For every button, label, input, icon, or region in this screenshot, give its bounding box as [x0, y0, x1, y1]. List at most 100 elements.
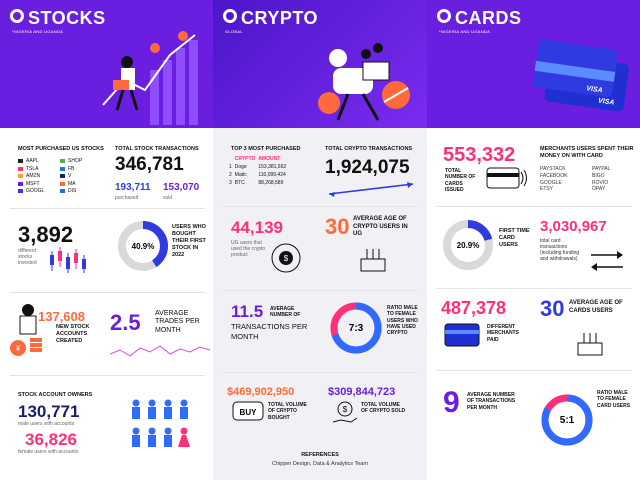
card-brand-front: VISA: [586, 85, 603, 94]
stocks-title-text: STOCKS: [28, 8, 106, 28]
cards-title: CARDS: [437, 8, 522, 29]
first-time-donut: 20.9%: [443, 220, 493, 270]
first-stock-donut-arc: [118, 221, 168, 271]
chipper-logo-icon: [437, 9, 451, 23]
top3-table: CRYPTO AMOUNT 1 Doge 153,381,662 2 Matic…: [229, 155, 289, 187]
first-time-donut-arc: [443, 220, 493, 270]
cards-issued-label: TOTAL NUMBER OF CARDS ISSUED: [445, 168, 476, 193]
ug-users-value: 44,139: [231, 218, 283, 237]
col-crypto-header: CRYPTO: [234, 156, 256, 162]
new-accounts-label: NEW STOCK ACCOUNTS CREATED: [56, 324, 90, 344]
total-crypto-heading: TOTAL CRYPTO TRANSACTIONS: [325, 146, 413, 152]
table-row: 1 Doge 153,381,662: [229, 164, 287, 170]
trades-sparkline: [110, 345, 210, 357]
cards-header: CARDS *NIGERIA AND UGANDA VISA VISA: [427, 0, 640, 128]
crypto-title: CRYPTO: [223, 8, 318, 29]
references-text: Chipper Design, Data & Analytics Team: [272, 461, 368, 467]
cards-avg-tx-value: 9: [443, 386, 460, 419]
ticker-row: SHOP: [60, 158, 82, 164]
money-hand-icon: $: [332, 401, 358, 423]
crypto-bought-value: $469,902,950: [227, 386, 295, 398]
card-brand-back: VISA: [598, 97, 615, 106]
divider: [223, 206, 418, 207]
ticker-row: AAPL: [18, 158, 44, 164]
crypto-bought-label: TOTAL VOLUME OF CRYPTO BOUGHT: [268, 402, 307, 421]
chipper-logo-icon: [10, 9, 24, 23]
amazon-icon: [18, 174, 23, 178]
first-time-pct: 20.9%: [457, 241, 480, 250]
crypto-header: CRYPTO GLOBAL: [213, 0, 427, 128]
merchants-paid-value: 487,378: [441, 298, 507, 318]
merchants-left-list: PAYSTACK FACEBOOK GOOGLE ETSY: [540, 166, 568, 193]
female-accounts-label: female users with accounts: [18, 449, 79, 455]
cards-ratio-value: 5:1: [560, 415, 575, 426]
top3-heading: TOP 3 MOST PURCHASED: [231, 146, 301, 152]
sold-value: 153,070: [163, 182, 200, 193]
divider: [10, 292, 205, 293]
crypto-subtitle: GLOBAL: [225, 29, 243, 34]
first-time-label: FIRST TIME CARD USERS: [499, 228, 530, 248]
list-item: ROVIO: [592, 179, 609, 186]
table-header-row: CRYPTO AMOUNT: [229, 155, 289, 163]
disney-icon: [60, 189, 65, 193]
birthday-cake-icon: [360, 249, 386, 272]
microsoft-icon: [18, 181, 23, 186]
female-accounts-value: 36,826: [25, 430, 77, 449]
crypto-title-text: CRYPTO: [241, 8, 319, 28]
crypto-avg-tx-label: TRANSACTIONS PER MONTH: [231, 322, 308, 341]
crypto-ratio-value: 7:3: [349, 323, 364, 334]
table-row: 3 BTC 88,268,589: [229, 180, 284, 186]
cards-ratio-donut-arc: [541, 394, 593, 446]
total-stock-tx-heading: TOTAL STOCK TRANSACTIONS: [115, 146, 199, 152]
crypto-sold-value: $309,844,723: [328, 386, 396, 398]
new-accounts-value: 137,608: [38, 309, 85, 324]
owners-heading: STOCK ACCOUNT OWNERS: [18, 392, 93, 398]
purchased-value: 193,711: [115, 182, 151, 193]
shopify-icon: [60, 159, 65, 163]
ug-users-label: UG users that used the crypto product: [231, 240, 266, 258]
crypto-sold-label: TOTAL VOLUME OF CRYPTO SOLD: [361, 402, 406, 415]
exchange-arrows-icon: [328, 182, 414, 197]
stocks-invested-label: different stocks invested: [18, 248, 37, 266]
table-row: 2 Matic 110,099,424: [229, 172, 286, 178]
purchased-label: purchased: [115, 195, 139, 201]
avg-trades-value: 2.5: [110, 310, 141, 335]
divider: [223, 290, 418, 291]
crypto-ratio-label: RATIO MALE TO FEMALE USERS WHO HAVE USED…: [387, 305, 418, 336]
apple-icon: [18, 159, 23, 163]
crypto-avg-age-label: AVERAGE AGE OF CRYPTO USERS IN UG: [353, 216, 408, 237]
people-ratio-icon: [132, 399, 190, 447]
svg-text:$: $: [284, 254, 289, 263]
svg-text:¥: ¥: [15, 344, 21, 353]
first-stock-label: USERS WHO BOUGHT THEIR FIRST STOCK IN 20…: [172, 224, 206, 258]
crypto-ratio-donut: 7:3: [330, 302, 382, 354]
stocks-header: STOCKS *NIGERIA AND UGANDA: [0, 0, 213, 128]
cards-ratio-donut: 5:1: [541, 394, 593, 446]
references-heading: REFERENCES: [301, 452, 339, 458]
ticker-row: GOOGL: [18, 188, 44, 194]
birthday-cake-icon: [577, 333, 603, 356]
facebook-icon: [60, 166, 65, 171]
divider: [437, 206, 632, 207]
ticker-row: AMZN: [18, 173, 44, 179]
list-item: OPAY: [592, 186, 606, 193]
candlestick-chart-icon: [50, 247, 86, 273]
cards-subtitle: *NIGERIA AND UGANDA: [439, 29, 491, 34]
visa-icon: [60, 174, 65, 178]
first-stock-donut: 40.9%: [118, 221, 168, 271]
divider: [437, 288, 632, 289]
crypto-illustration: [318, 43, 410, 121]
most-purchased-heading: MOST PURCHASED US STOCKS: [18, 146, 104, 152]
list-item: BIGO: [592, 172, 605, 179]
divider: [10, 208, 205, 209]
divider: [437, 370, 632, 371]
cards-column: CARDS *NIGERIA AND UGANDA VISA VISA 553,…: [427, 0, 640, 480]
stocks-invested-value: 3,892: [18, 222, 74, 247]
cards-avg-age-value: 30: [540, 296, 565, 321]
list-item: ETSY: [540, 186, 554, 193]
stocks-column: STOCKS *NIGERIA AND UGANDA MOST PURCHASE…: [0, 0, 213, 480]
cards-issued-value: 553,332: [443, 144, 516, 166]
male-accounts-value: 130,771: [18, 402, 80, 421]
merchants-paid-label: DIFFERENT MERCHANTS PAID: [487, 324, 519, 343]
tesla-icon: [18, 166, 23, 171]
